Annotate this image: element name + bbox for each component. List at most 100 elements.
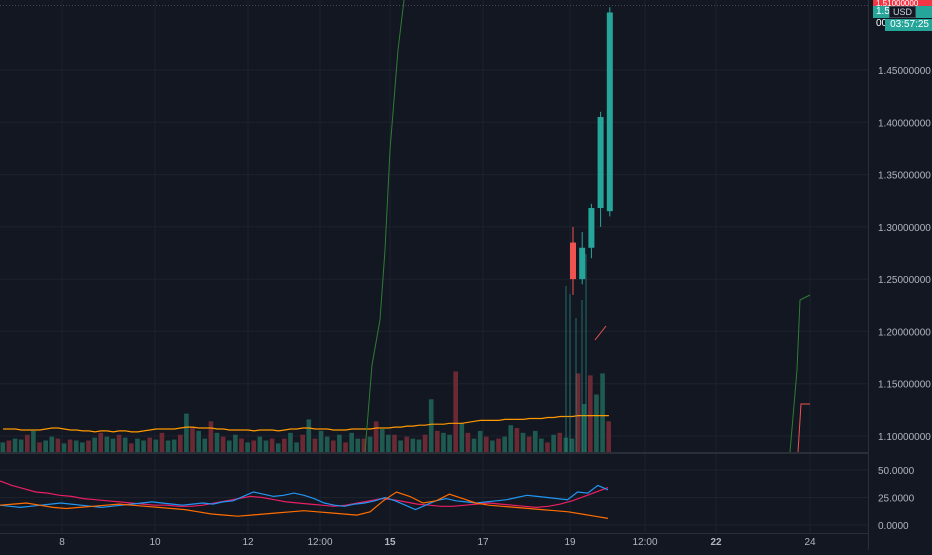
price-axis-label: 1.20000000 <box>878 327 931 338</box>
volume-bar <box>588 375 593 452</box>
volume-bar <box>453 371 458 452</box>
green-indicator-line <box>364 0 405 453</box>
price-axis-label: 1.30000000 <box>878 223 931 234</box>
volume-bar <box>459 423 465 452</box>
volume-bar <box>24 434 30 452</box>
rsi-blue-line <box>0 484 609 511</box>
time-axis-label: 24 <box>804 537 816 548</box>
volume-bar <box>312 438 318 452</box>
volume-bar <box>386 434 391 452</box>
volume-bar <box>116 434 122 452</box>
volume-bar <box>373 421 379 452</box>
rsi-pink-line <box>0 480 609 509</box>
volume-bar <box>165 440 171 452</box>
volume-bar <box>477 430 483 452</box>
volume-bar <box>435 430 440 452</box>
volume-bar <box>294 442 299 452</box>
volume-bar <box>153 439 159 452</box>
volume-bar <box>190 427 195 452</box>
volume-bar <box>86 440 91 452</box>
time-axis-label: 17 <box>477 537 489 548</box>
candle-body <box>606 12 613 212</box>
volume-bar <box>220 436 226 452</box>
volume-bar <box>159 432 165 452</box>
volume-bar <box>196 430 201 452</box>
volume-bar <box>202 438 208 452</box>
indicator-axis-label: 50.0000 <box>878 466 915 477</box>
candle-body <box>570 242 576 280</box>
time-axis-label: 10 <box>149 537 161 548</box>
volume-series <box>0 371 611 452</box>
price-axis-label: 1.10000000 <box>878 432 931 443</box>
volume-ma-line <box>3 415 609 433</box>
volume-bar <box>43 440 48 452</box>
volume-bar <box>129 443 134 452</box>
volume-bar <box>263 440 269 452</box>
volume-bar <box>379 429 385 452</box>
volume-bar <box>392 434 397 452</box>
volume-bar <box>184 413 189 452</box>
volume-bar <box>98 432 104 452</box>
red-indicator-line <box>594 325 607 341</box>
price-axis-label: 1.35000000 <box>878 171 931 182</box>
volume-bar <box>0 442 6 452</box>
volume-bar <box>37 442 42 452</box>
volume-bar <box>177 434 183 452</box>
volume-bar <box>514 428 520 452</box>
volume-bar <box>208 421 214 452</box>
volume-bar <box>428 399 434 452</box>
bar-countdown: 03:57:25 <box>885 19 932 31</box>
volume-bar <box>502 436 507 452</box>
volume-bar <box>465 432 471 452</box>
time-axis-label: 22 <box>710 537 722 548</box>
volume-bar <box>239 438 244 452</box>
volume-bar <box>416 439 422 452</box>
volume-bar <box>526 436 532 452</box>
volume-bar <box>73 440 79 452</box>
volume-bar <box>441 432 446 452</box>
volume-bar <box>300 434 305 452</box>
volume-bar <box>337 434 342 452</box>
volume-bar <box>581 404 587 452</box>
volume-bar <box>410 438 416 452</box>
volume-bar <box>367 436 373 452</box>
volume-bar <box>214 432 220 452</box>
volume-bar <box>490 440 495 452</box>
volume-bar <box>171 439 177 452</box>
volume-bar <box>147 437 152 452</box>
volume-bar <box>12 438 18 452</box>
volume-bar <box>318 430 324 452</box>
volume-bar <box>251 440 257 452</box>
volume-bar <box>508 425 514 452</box>
volume-bar <box>141 440 146 452</box>
volume-bar <box>600 373 605 452</box>
volume-bar <box>551 434 556 452</box>
time-axis-label: 15 <box>384 537 396 548</box>
volume-bar <box>545 442 550 452</box>
volume-bar <box>80 442 85 452</box>
volume-bar <box>233 434 238 452</box>
volume-bar <box>520 432 526 452</box>
volume-bar <box>594 394 599 452</box>
rsi-orange-line <box>0 491 609 519</box>
last-price-prefix: 1.5 <box>876 6 890 17</box>
time-axis-label: 12 <box>242 537 254 548</box>
volume-bar <box>398 440 403 452</box>
candle-body <box>588 208 595 248</box>
red-indicator-line-right <box>797 403 810 453</box>
volume-bar <box>275 443 281 452</box>
volume-bar <box>330 440 336 452</box>
indicator-axis-label: 0.0000 <box>878 521 909 532</box>
indicator-axis-label: 25.0000 <box>878 494 915 505</box>
volume-bar <box>361 438 367 452</box>
volume-bar <box>355 438 361 452</box>
price-axis-label: 1.45000000 <box>878 66 931 77</box>
volume-bar <box>496 438 501 452</box>
volume-bar <box>343 442 348 452</box>
volume-bar <box>569 438 575 452</box>
currency-badge[interactable]: USD <box>889 6 917 18</box>
volume-bar <box>55 438 61 452</box>
volume-bar <box>18 439 24 452</box>
